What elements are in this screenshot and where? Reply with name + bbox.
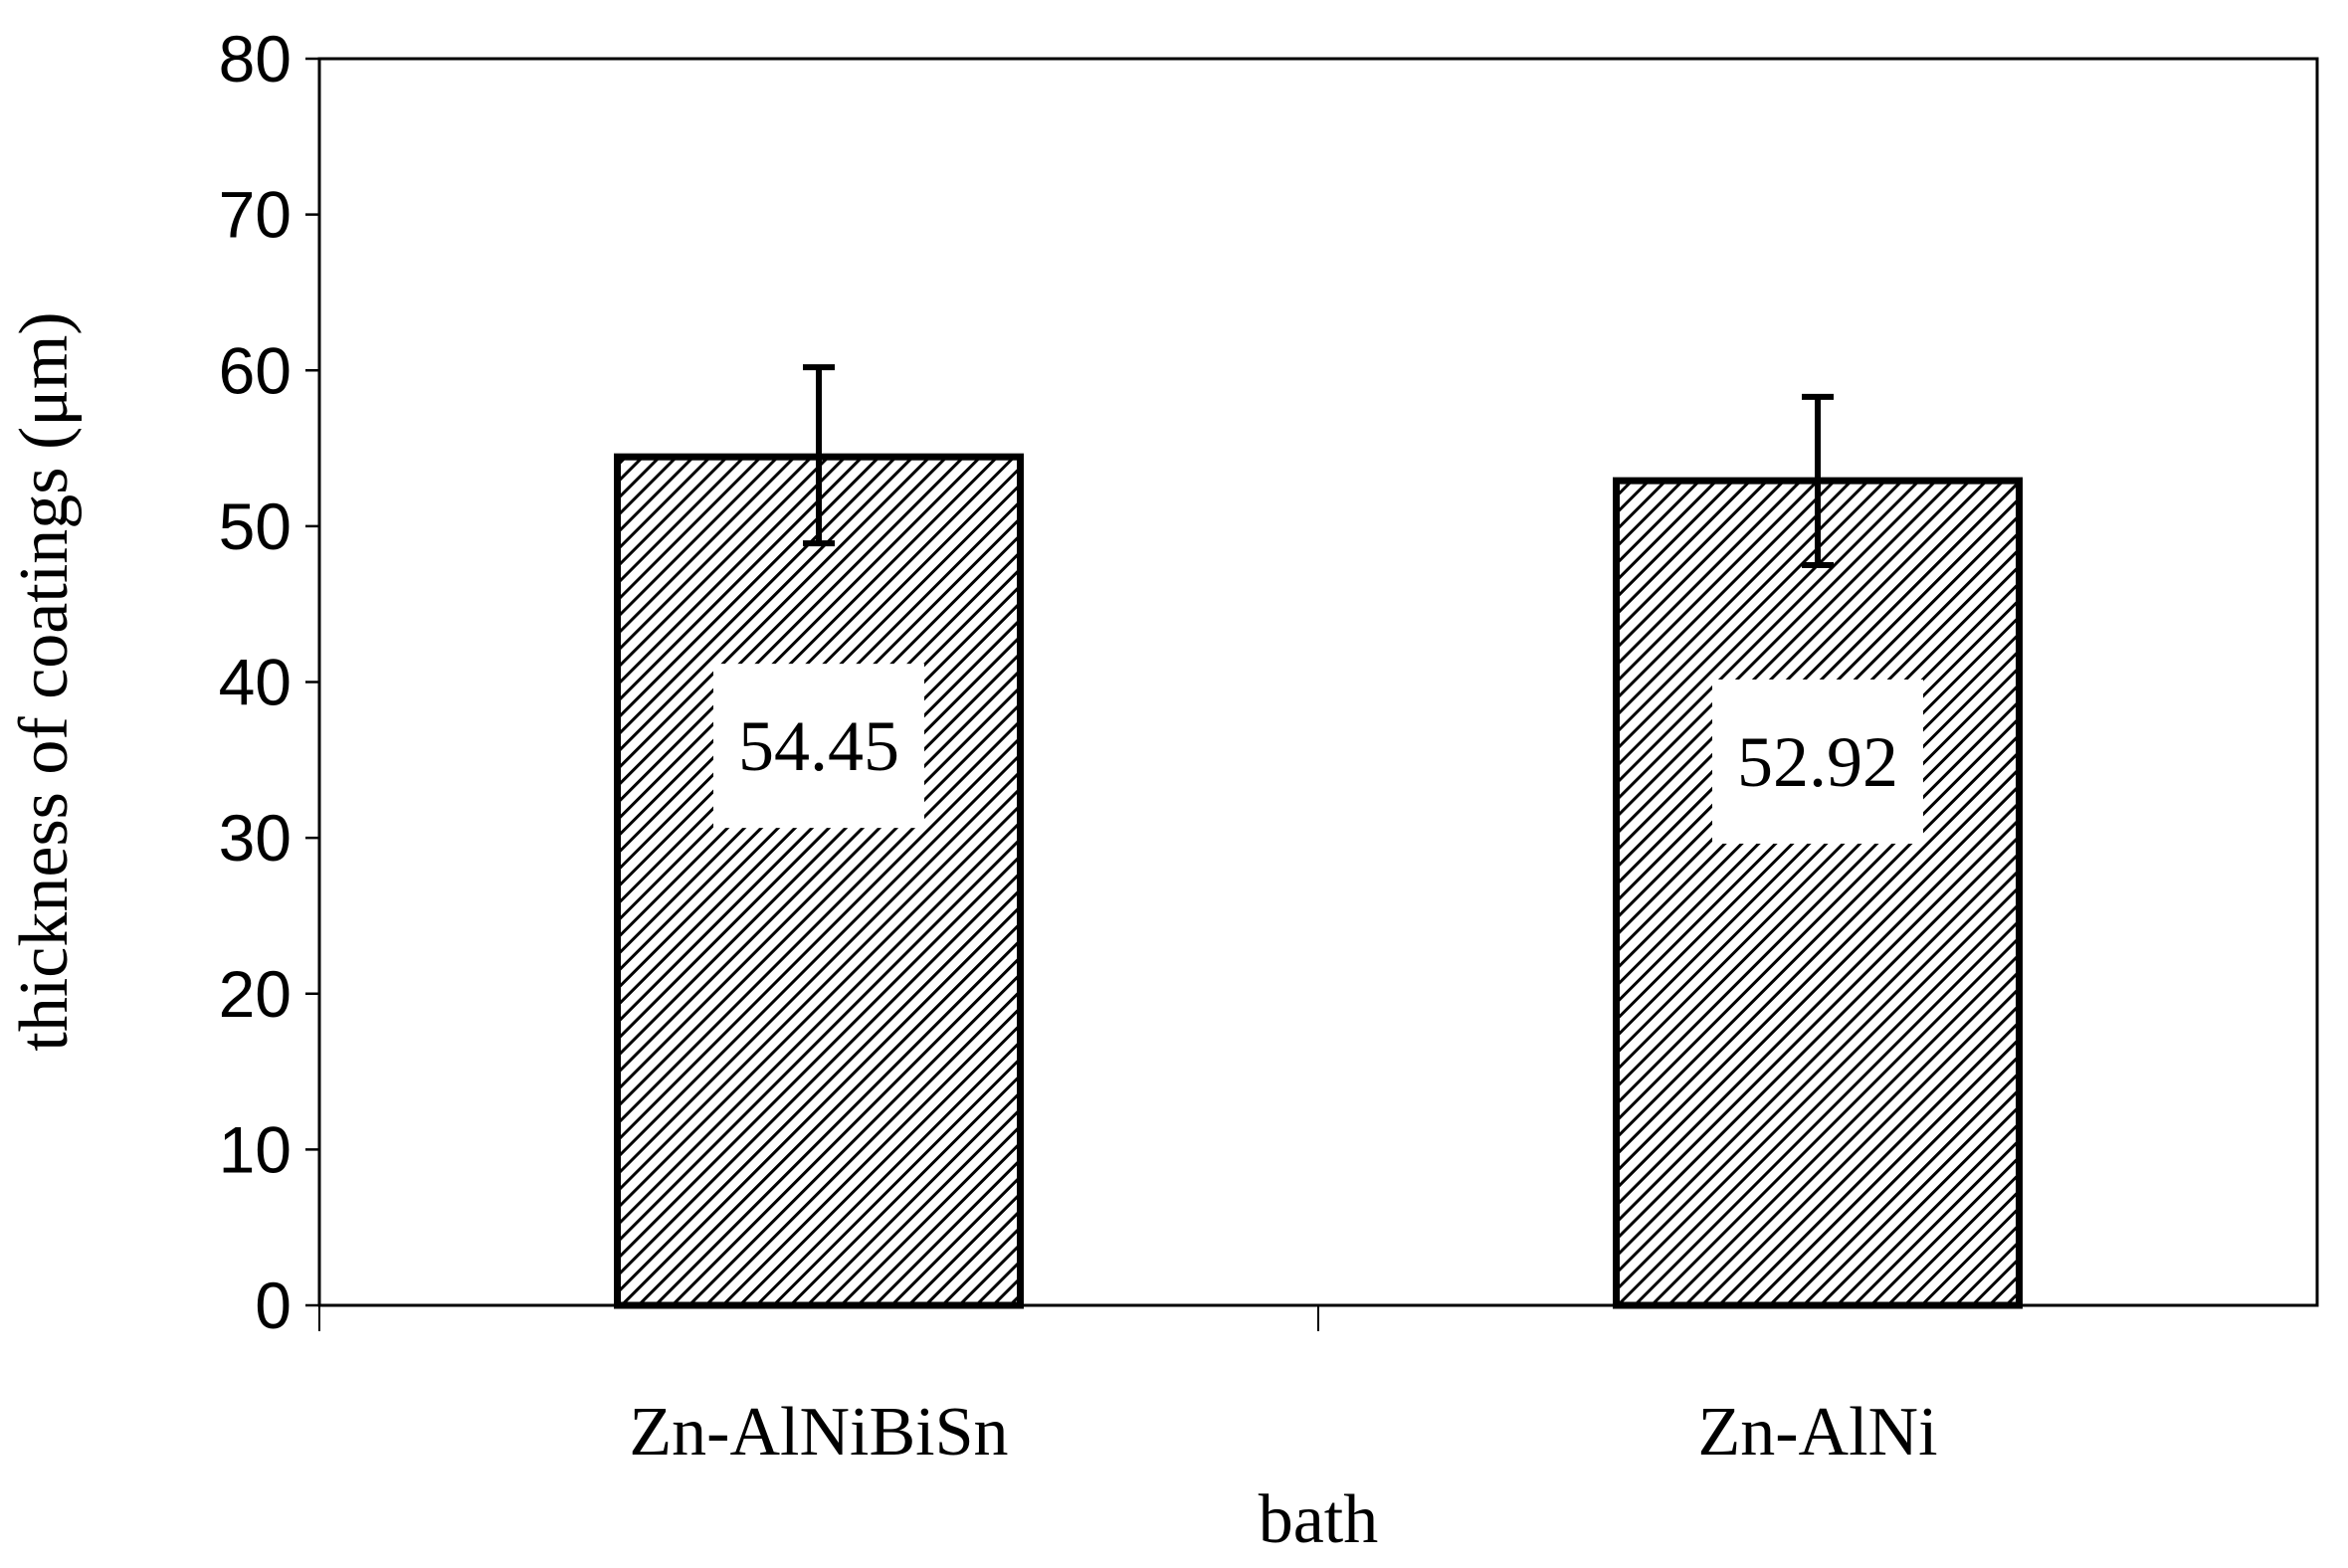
y-tick-label: 0: [255, 1269, 292, 1342]
x-axis-ticks: Zn-AlNiBiSn Zn-AlNi: [318, 1305, 1938, 1470]
bar-zn-alni: [1613, 477, 2023, 1309]
x-tick-label: Zn-AlNiBiSn: [629, 1394, 1008, 1470]
value-label-box: [713, 664, 924, 829]
y-tick-label: 50: [219, 490, 292, 563]
y-tick-label: 70: [219, 178, 292, 252]
y-tick-label: 40: [219, 646, 292, 719]
value-label-box: [1712, 679, 1923, 844]
value-labels: 54.45 52.92: [713, 664, 1923, 844]
y-axis-title: thickness of coatings (μm): [6, 311, 83, 1051]
value-label: 52.92: [1737, 722, 1898, 802]
y-axis-ticks: 0 10 20 30 40 50 60 70 80: [219, 22, 319, 1342]
y-tick-label: 80: [219, 22, 292, 96]
y-tick-label: 60: [219, 333, 292, 407]
bar-zn-alnibisn: [614, 453, 1024, 1309]
x-tick-label: Zn-AlNi: [1697, 1394, 1937, 1470]
y-tick-label: 30: [219, 801, 292, 875]
bar-series: [614, 453, 2023, 1309]
y-tick-label: 20: [219, 957, 292, 1031]
y-tick-label: 10: [219, 1112, 292, 1186]
value-label: 54.45: [738, 706, 899, 786]
error-bars: [803, 364, 1834, 569]
x-axis-title: bath: [1259, 1481, 1379, 1558]
